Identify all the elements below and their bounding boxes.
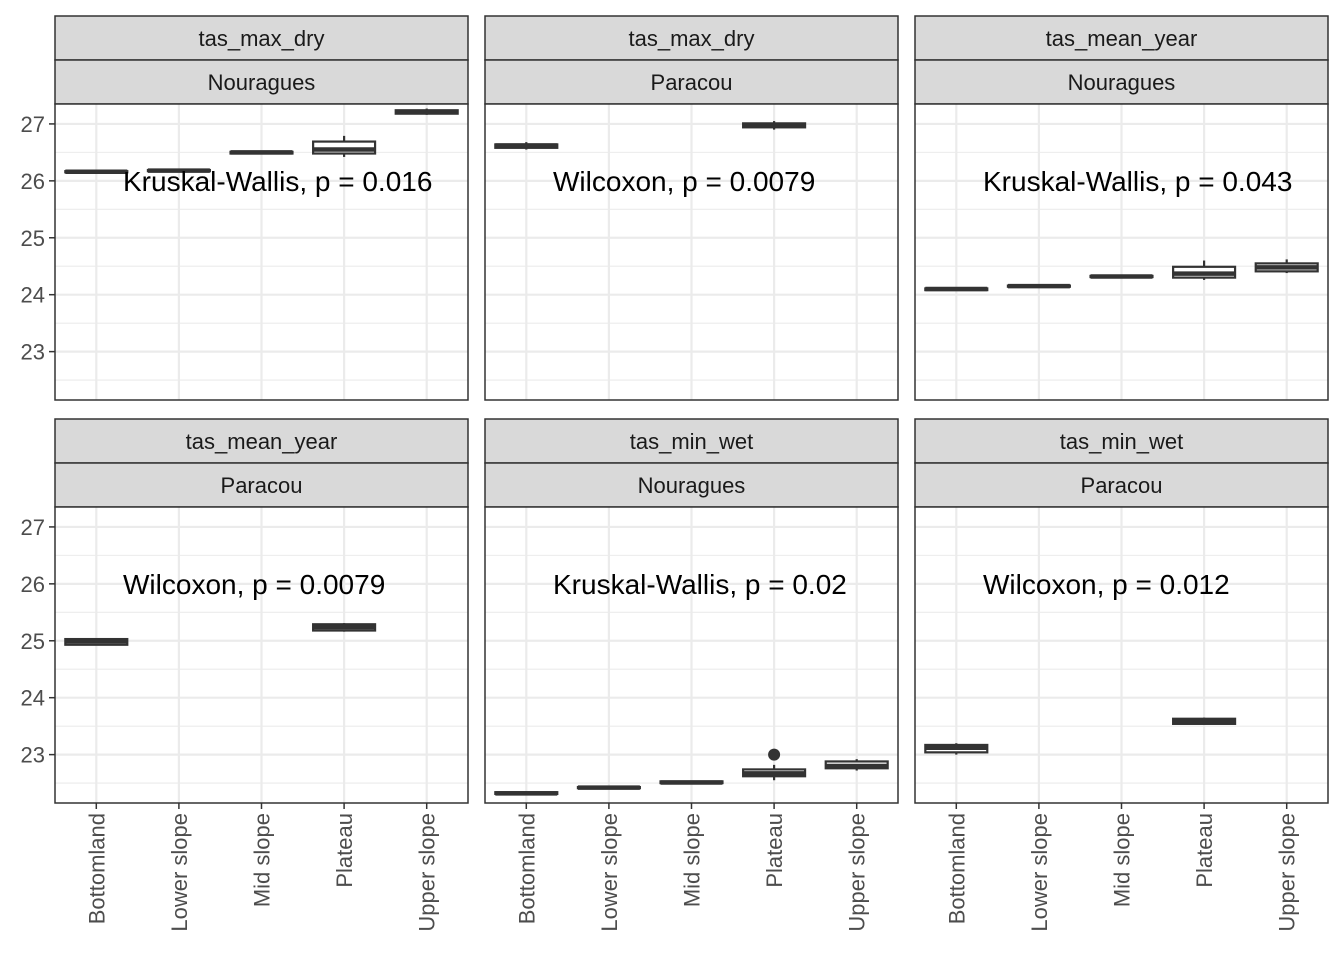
- y-axis-tick-label: 27: [21, 515, 45, 540]
- box-plateau: [742, 764, 807, 781]
- facet-strip-site-label: Nouragues: [638, 473, 746, 498]
- x-axis-tick-label: Upper slope: [1275, 813, 1300, 932]
- x-axis-tick-label: Mid slope: [1110, 813, 1135, 907]
- stat-test-annotation: Kruskal-Wallis, p = 0.02: [553, 569, 847, 600]
- facet-panel-5: tas_min_wet Nouragues Kruskal-Wallis, p = …: [484, 418, 899, 932]
- x-axis-tick-label: Plateau: [1192, 813, 1217, 888]
- facet-strip-variable-label: tas_max_dry: [629, 26, 755, 51]
- facet-strip-site: [54, 462, 469, 508]
- y-axis-tick-label: 24: [21, 283, 45, 308]
- facet-panel-3: tas_mean_year Nouragues Kruskal-Wallis, p …: [914, 15, 1329, 401]
- facet-strip-variable-label: tas_mean_year: [1046, 26, 1198, 51]
- panel-plot-area: Kruskal-Wallis, p = 0.043: [915, 104, 1328, 400]
- facet-strip-site-label: Nouragues: [1068, 70, 1176, 95]
- x-axis-tick-label: Mid slope: [680, 813, 705, 907]
- box-plateau: [1172, 717, 1237, 725]
- x-axis-tick-label: Lower slope: [167, 813, 192, 932]
- panel-plot-area: Wilcoxon, p = 0.012: [915, 507, 1328, 803]
- box-lower-slope: [576, 785, 641, 790]
- facet-strip-site-label: Paracou: [1081, 473, 1163, 498]
- facet-strip-variable: [484, 15, 899, 61]
- box-bottomland: [64, 169, 129, 174]
- outlier-point: [768, 748, 781, 761]
- facet-strip-variable-label: tas_mean_year: [186, 429, 338, 454]
- stat-test-annotation: Kruskal-Wallis, p = 0.016: [123, 166, 432, 197]
- facet-panel-2: tas_max_dry Paracou Wilcoxon, p = 0.0079: [484, 15, 899, 401]
- y-axis-tick-label: 25: [21, 226, 45, 251]
- facet-strip-variable-label: tas_min_wet: [1060, 429, 1184, 454]
- box-mid-slope: [659, 780, 724, 785]
- box-upper-slope: [824, 759, 889, 771]
- facet-strip-site: [54, 59, 469, 105]
- box-bottomland: [64, 637, 129, 646]
- facet-strip-site-label: Paracou: [221, 473, 303, 498]
- box-lower-slope: [146, 168, 211, 173]
- panel-border: [484, 103, 899, 401]
- facet-panel-4: tas_mean_year Paracou Wilcoxon, p = 0.0079…: [21, 418, 469, 932]
- box-bottomland: [924, 743, 989, 755]
- x-axis-tick-label: Plateau: [762, 813, 787, 888]
- facet-strip-variable: [914, 418, 1329, 464]
- facet-strip-site-label: Nouragues: [208, 70, 316, 95]
- y-axis-tick-label: 26: [21, 169, 45, 194]
- facet-strip-site: [484, 462, 899, 508]
- y-axis-tick-label: 24: [21, 686, 45, 711]
- facet-strip-variable: [54, 15, 469, 61]
- y-axis-tick-label: 23: [21, 743, 45, 768]
- facet-panel-6: tas_min_wet Paracou Wilcoxon, p = 0.012 Bot…: [914, 418, 1329, 932]
- y-axis-tick-label: 23: [21, 340, 45, 365]
- x-axis-tick-label: Upper slope: [845, 813, 870, 932]
- box-plateau: [1172, 260, 1237, 280]
- panel-border: [54, 103, 469, 401]
- y-axis-tick-label: 27: [21, 112, 45, 137]
- box-bottomland: [494, 791, 559, 796]
- panel-plot-area: Wilcoxon, p = 0.0079: [485, 104, 898, 400]
- panel-plot-area: Wilcoxon, p = 0.0079: [55, 507, 468, 803]
- facet-strip-site: [484, 59, 899, 105]
- x-axis-tick-label: Bottomland: [84, 813, 109, 924]
- box-lower-slope: [1006, 283, 1071, 289]
- facet-panel-1: tas_max_dry Nouragues Kruskal-Wallis, p = …: [21, 15, 469, 401]
- y-axis-tick-label: 25: [21, 629, 45, 654]
- facet-strip-variable: [484, 418, 899, 464]
- box-mid-slope: [1089, 274, 1154, 279]
- x-axis-tick-label: Bottomland: [514, 813, 539, 924]
- stat-test-annotation: Wilcoxon, p = 0.012: [983, 569, 1230, 600]
- facet-strip-variable-label: tas_max_dry: [199, 26, 325, 51]
- box-plateau: [742, 121, 807, 130]
- facet-strip-site: [914, 462, 1329, 508]
- box-upper-slope: [394, 108, 459, 115]
- panel-plot-area: Kruskal-Wallis, p = 0.016: [55, 104, 468, 400]
- stat-test-annotation: Kruskal-Wallis, p = 0.043: [983, 166, 1292, 197]
- stat-test-annotation: Wilcoxon, p = 0.0079: [553, 166, 815, 197]
- y-axis-tick-label: 26: [21, 572, 45, 597]
- x-axis-tick-label: Lower slope: [1027, 813, 1052, 932]
- x-axis-tick-label: Lower slope: [597, 813, 622, 932]
- x-axis-tick-label: Mid slope: [250, 813, 275, 907]
- facet-strip-site: [914, 59, 1329, 105]
- box-mid-slope: [229, 150, 294, 155]
- box-plateau: [312, 135, 377, 157]
- box-plateau: [312, 623, 377, 632]
- box-upper-slope: [1254, 259, 1319, 274]
- x-axis-tick-label: Upper slope: [415, 813, 440, 932]
- panel-border: [914, 103, 1329, 401]
- facet-strip-variable-label: tas_min_wet: [630, 429, 754, 454]
- stat-test-annotation: Wilcoxon, p = 0.0079: [123, 569, 385, 600]
- x-axis-tick-label: Plateau: [332, 813, 357, 888]
- box-bottomland: [494, 142, 559, 150]
- facet-strip-site-label: Paracou: [651, 70, 733, 95]
- panel-plot-area: Kruskal-Wallis, p = 0.02: [485, 507, 898, 803]
- facet-strip-variable: [914, 15, 1329, 61]
- x-axis-tick-label: Bottomland: [944, 813, 969, 924]
- box-bottomland: [924, 286, 989, 292]
